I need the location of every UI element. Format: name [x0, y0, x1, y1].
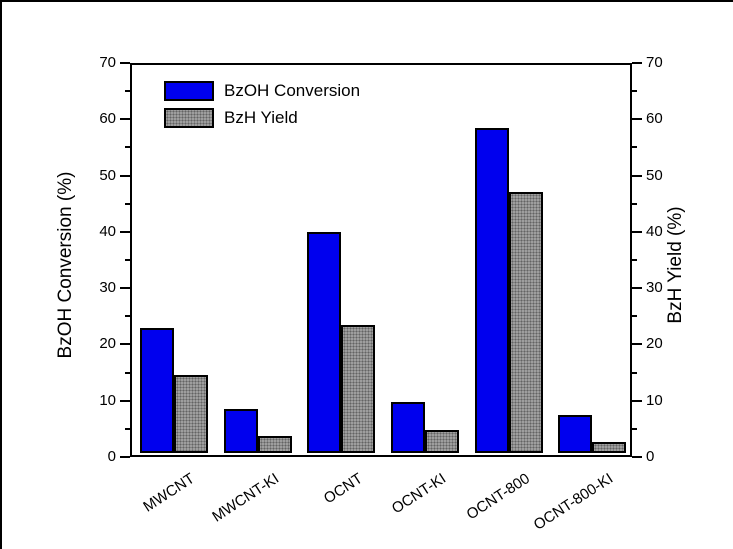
y-tick-right-50	[632, 174, 642, 177]
legend-item-conversion: BzOH Conversion	[164, 81, 360, 101]
bar-conversion-OCNT-800	[474, 128, 509, 453]
y-tick-right-55	[632, 146, 637, 149]
y-tick-label-right-0: 0	[646, 448, 655, 465]
image-edge-top	[0, 0, 733, 2]
y-tick-left-0	[120, 456, 130, 458]
y-tick-right-20	[632, 343, 642, 346]
bars-layer	[134, 67, 628, 453]
y-tick-label-right-20: 20	[646, 335, 663, 353]
x-category-label-OCNT-800-KI: OCNT-800-KI	[530, 470, 617, 534]
x-category-label-MWCNT-KI: MWCNT-KI	[208, 470, 282, 526]
legend: BzOH Conversion BzH Yield	[164, 81, 360, 135]
x-category-label-OCNT: OCNT	[320, 470, 366, 508]
x-category-label-MWCNT: MWCNT	[140, 470, 199, 516]
y-tick-left-20	[120, 343, 130, 346]
y-tick-right-25	[632, 315, 637, 318]
legend-label-conversion: BzOH Conversion	[224, 81, 361, 100]
y-tick-right-30	[632, 287, 642, 290]
bar-conversion-OCNT-800-KI	[558, 415, 593, 453]
bar-yield-OCNT-800-KI	[592, 442, 627, 453]
y-tick-left-65	[125, 90, 130, 93]
plot-frame: BzOH Conversion BzH Yield	[130, 63, 632, 457]
y-tick-left-35	[125, 259, 130, 261]
y-tick-right-15	[632, 371, 637, 374]
y-tick-right-5	[632, 427, 637, 430]
x-category-label-OCNT-800: OCNT-800	[463, 470, 533, 524]
y-tick-label-left-20: 20	[99, 335, 116, 353]
y-tick-left-30	[120, 287, 130, 290]
y-tick-label-right-40: 40	[646, 222, 663, 240]
y-tick-right-35	[632, 259, 637, 261]
y-tick-right-65	[632, 90, 637, 93]
bar-conversion-OCNT	[307, 232, 342, 453]
y-tick-label-left-0: 0	[107, 448, 116, 465]
y-tick-right-10	[632, 399, 642, 402]
bar-yield-MWCNT-KI	[257, 436, 292, 453]
y-tick-right-45	[632, 202, 637, 205]
y-tick-label-right-50: 50	[646, 166, 663, 184]
bar-yield-OCNT-KI	[424, 430, 459, 453]
y-tick-label-right-30: 30	[646, 279, 663, 297]
y-tick-left-10	[120, 399, 130, 402]
x-category-label-OCNT-KI: OCNT-KI	[388, 470, 450, 518]
y-tick-label-left-60: 60	[99, 110, 116, 128]
y-tick-label-left-50: 50	[99, 166, 116, 184]
y-tick-left-50	[120, 174, 130, 177]
bar-conversion-MWCNT-KI	[223, 409, 258, 453]
y-tick-right-0	[632, 456, 642, 458]
y-tick-left-70	[120, 62, 130, 64]
y-tick-left-5	[125, 427, 130, 430]
y-tick-left-55	[125, 146, 130, 149]
y-tick-left-60	[120, 118, 130, 121]
y-tick-label-left-30: 30	[99, 279, 116, 297]
bar-yield-MWCNT	[173, 375, 208, 453]
y-tick-label-left-40: 40	[99, 222, 116, 240]
y-tick-label-right-60: 60	[646, 110, 663, 128]
y-tick-right-70	[632, 62, 642, 64]
y-tick-label-right-70: 70	[646, 54, 663, 71]
bar-yield-OCNT	[341, 325, 376, 453]
y-tick-left-45	[125, 202, 130, 205]
y-tick-label-right-10: 10	[646, 391, 663, 409]
legend-swatch-yield	[164, 108, 214, 128]
legend-label-yield: BzH Yield	[224, 108, 298, 127]
image-edge-left	[0, 0, 2, 549]
y-axis-left-title: BzOH Conversion (%)	[55, 171, 76, 359]
y-tick-left-15	[125, 371, 130, 374]
legend-item-yield: BzH Yield	[164, 108, 360, 128]
y-tick-left-40	[120, 230, 130, 233]
bar-yield-OCNT-800	[508, 192, 543, 453]
y-tick-label-left-10: 10	[99, 391, 116, 409]
y-tick-right-60	[632, 118, 642, 121]
y-tick-right-40	[632, 230, 642, 233]
bar-conversion-OCNT-KI	[390, 402, 425, 453]
y-tick-left-25	[125, 315, 130, 318]
legend-swatch-conversion	[164, 81, 214, 101]
bar-conversion-MWCNT	[139, 328, 174, 453]
y-tick-label-left-70: 70	[99, 54, 116, 71]
